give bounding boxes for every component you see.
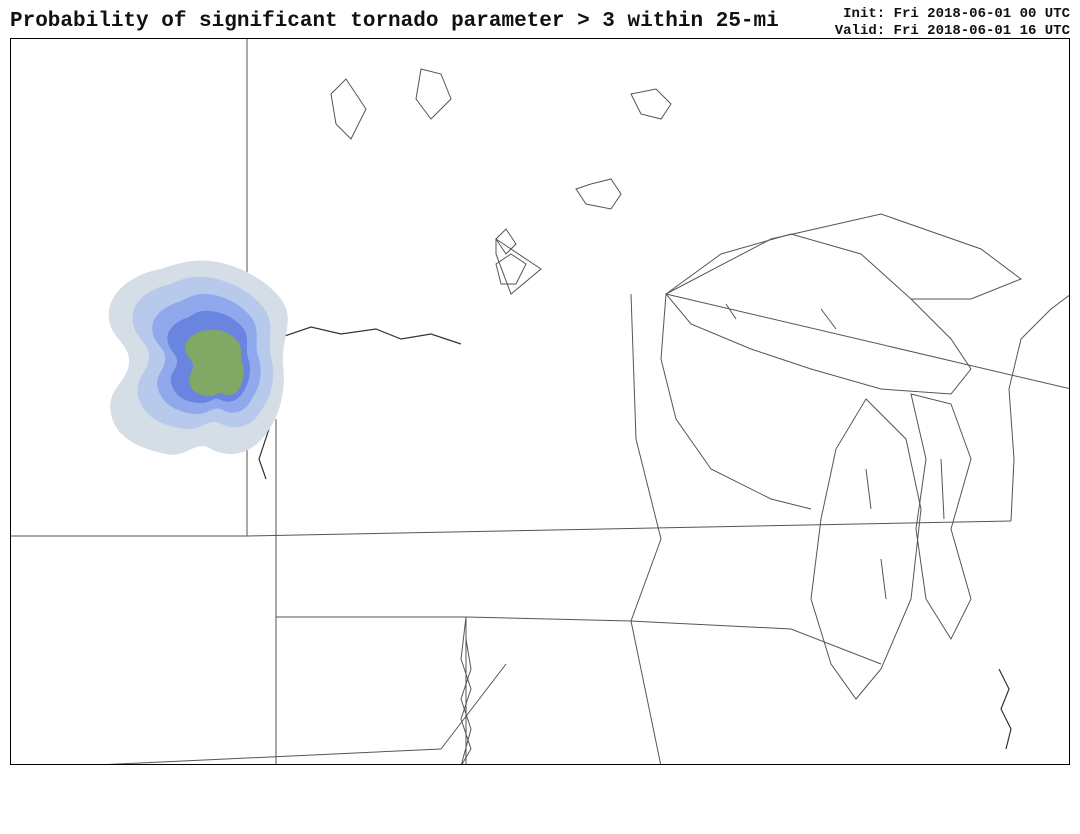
weather-probability-map: Probability of significant tornado param… [0,0,1080,834]
probability-blob [109,261,288,455]
page-title: Probability of significant tornado param… [10,10,779,33]
map-frame[interactable] [10,38,1070,765]
init-valid-label: Init: Fri 2018-06-01 00 UTC Valid: Fri 2… [835,6,1070,40]
init-text: Init: Fri 2018-06-01 00 UTC [835,6,1070,23]
footer: NCAR ensemble.ucar.edu 0.1 0.2 0 [0,766,1080,834]
